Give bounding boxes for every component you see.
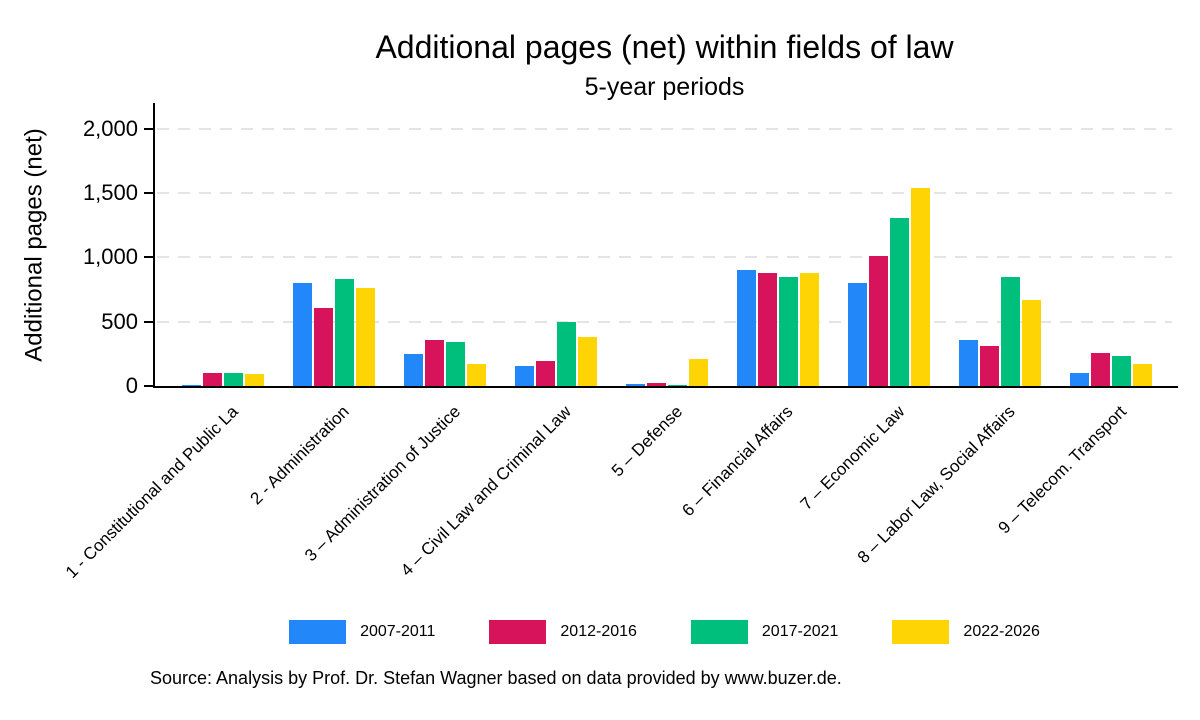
bar-2012-2016	[202, 373, 222, 386]
bar-group	[611, 103, 722, 386]
legend-label: 2022-2026	[963, 623, 1040, 640]
y-axis-title-text: Additional pages (net)	[21, 127, 49, 362]
chart-title: Additional pages (net) within fields of …	[375, 29, 954, 65]
y-tick-label: 1,500	[82, 180, 138, 206]
bar-2017-2021	[445, 341, 465, 386]
y-tick-mark	[144, 385, 153, 387]
chart-subtitle: 5-year periods	[584, 73, 745, 101]
x-axis-label: 2 - Administration	[246, 402, 353, 509]
bar-2022-2026	[466, 364, 486, 386]
bar-2017-2021	[778, 277, 798, 386]
bar-group	[389, 103, 500, 386]
legend-label: 2007-2011	[360, 623, 436, 640]
bar-2022-2026	[910, 187, 930, 386]
y-axis-title: Additional pages (net)	[14, 103, 56, 386]
x-axis-label: 7 – Economic Law	[796, 402, 908, 514]
y-tick-label: 0	[125, 373, 138, 398]
bar-2007-2011	[403, 353, 423, 386]
bar-2007-2011	[736, 269, 756, 386]
y-tick-label: 2,000	[82, 115, 138, 141]
bar-2022-2026	[1021, 299, 1041, 386]
bar-2017-2021	[556, 321, 576, 386]
bar-2012-2016	[979, 346, 999, 386]
bars-row	[155, 103, 1178, 386]
y-tick-label: 1,000	[82, 244, 138, 270]
bar-2007-2011	[958, 339, 978, 386]
bar-2007-2011	[292, 283, 312, 386]
bar-2012-2016	[646, 383, 666, 386]
legend-label: 2012-2016	[560, 623, 637, 640]
legend-label: 2017-2021	[761, 623, 839, 640]
legend-swatch	[289, 620, 347, 644]
legend-entry: 2017-2021	[690, 620, 839, 644]
bar-group	[1055, 103, 1166, 386]
bar-2022-2026	[577, 337, 597, 386]
bar-group	[500, 103, 611, 386]
legend-swatch	[892, 620, 950, 644]
bar-group	[833, 103, 944, 386]
legend-entry: 2007-2011	[289, 620, 435, 644]
gridline	[157, 127, 1172, 130]
bar-2022-2026	[688, 359, 708, 386]
legend-swatch	[489, 620, 547, 644]
legend: 2007-2011 2012-2016 2017-2021 2022-2026	[153, 620, 1176, 644]
bar-2012-2016	[1090, 352, 1110, 386]
x-axis-label: 5 – Defense	[607, 402, 686, 481]
bar-group	[944, 103, 1055, 386]
bar-2012-2016	[424, 340, 444, 386]
legend-swatch	[690, 620, 748, 644]
gridline	[157, 320, 1172, 323]
bar-2022-2026	[799, 273, 819, 386]
gridline	[157, 192, 1172, 195]
bar-2017-2021	[889, 217, 909, 386]
bar-2012-2016	[757, 273, 777, 386]
source-note: Source: Analysis by Prof. Dr. Stefan Wag…	[150, 668, 842, 688]
bar-2022-2026	[355, 288, 375, 386]
bar-2007-2011	[514, 366, 534, 386]
bar-2017-2021	[1000, 276, 1020, 386]
x-axis-label: 9 – Telecom. Transport	[994, 402, 1130, 538]
bar-2022-2026	[244, 374, 264, 386]
bar-2012-2016	[313, 308, 333, 386]
bar-2017-2021	[334, 278, 354, 386]
legend-entry: 2012-2016	[489, 620, 637, 644]
bar-2012-2016	[535, 360, 555, 386]
y-tick-mark	[144, 256, 153, 259]
bar-2007-2011	[181, 384, 201, 386]
x-axis-label: 6 – Financial Affairs	[678, 402, 797, 521]
bar-group	[722, 103, 833, 386]
bar-2017-2021	[223, 373, 243, 386]
x-axis-label: 1 - Constitutional and Public La	[62, 402, 242, 582]
bar-2007-2011	[625, 384, 645, 386]
legend-entry: 2022-2026	[892, 620, 1040, 644]
plot-area: 0 500 1,000 1,500 2,000	[83, 103, 1178, 397]
bar-2022-2026	[1132, 364, 1152, 386]
y-tick-mark	[144, 127, 153, 130]
bar-2012-2016	[868, 256, 888, 386]
y-tick-label: 500	[101, 308, 138, 334]
bar-2007-2011	[1069, 373, 1089, 386]
gridline	[157, 256, 1172, 259]
bar-2017-2021	[1111, 355, 1131, 386]
bar-2017-2021	[667, 384, 687, 386]
y-tick-mark	[144, 192, 153, 195]
bar-2007-2011	[847, 283, 867, 386]
bar-group	[278, 103, 389, 386]
bar-group	[167, 103, 278, 386]
y-tick-mark	[144, 320, 153, 323]
